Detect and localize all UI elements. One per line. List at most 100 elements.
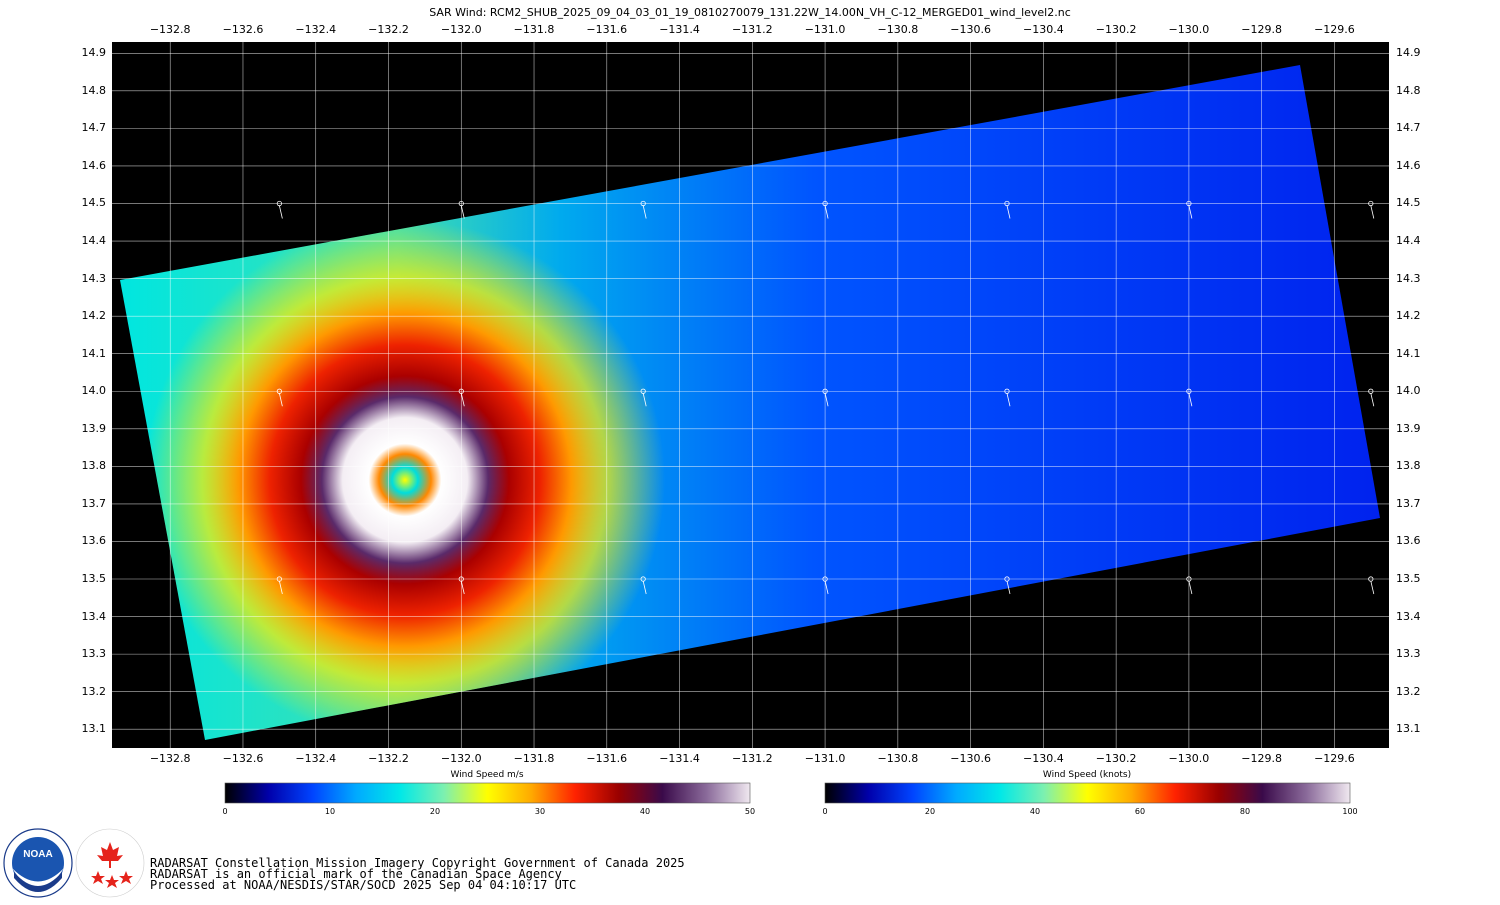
longitude-tick-label: −130.8: [877, 752, 919, 765]
colorbar-ms: [224, 782, 751, 804]
longitude-tick-label: −130.0: [1168, 752, 1210, 765]
wind-barb-shaft: [824, 580, 829, 595]
colorbar-tick-label: 40: [1029, 807, 1041, 816]
lat-lon-grid: [112, 42, 1389, 748]
colorbar-ms-title: Wind Speed m/s: [450, 770, 524, 780]
latitude-tick-label: 14.5: [1396, 196, 1421, 210]
longitude-tick-label: −132.8: [149, 752, 191, 765]
colorbar-tick-label: 60: [1134, 807, 1146, 816]
colorbar-tick-label: 40: [639, 807, 651, 816]
latitude-tick-label: 14.1: [81, 346, 107, 360]
wind-barb-shaft: [642, 393, 647, 407]
longitude-tick-label: −131.0: [804, 23, 846, 36]
longitude-tick-label: −129.6: [1314, 23, 1355, 36]
latitude-tick-label: 14.2: [1396, 309, 1421, 323]
latitude-tick-label: 14.0: [81, 384, 107, 398]
latitude-tick-label: 13.1: [81, 722, 107, 736]
longitude-tick-label: −131.2: [731, 23, 773, 36]
longitude-tick-label: −131.8: [513, 23, 555, 36]
longitude-tick-label: −131.6: [586, 752, 628, 765]
latitude-tick-label: 14.9: [81, 46, 107, 60]
latitude-tick-label: 13.6: [1396, 534, 1421, 548]
colorbar-tick-label: 80: [1239, 807, 1251, 816]
latitude-tick-label: 13.5: [81, 572, 107, 585]
csa-logo: [75, 828, 145, 898]
latitude-tick-label: 14.8: [1396, 83, 1421, 97]
latitude-tick-label: 13.9: [1396, 421, 1421, 435]
longitude-tick-label: −132.6: [222, 23, 264, 36]
wind-barb-shaft: [1370, 205, 1375, 219]
longitude-tick-label: −130.0: [1168, 23, 1210, 36]
colorbar-knots-title: Wind Speed (knots): [1042, 770, 1132, 780]
latitude-tick-label: 14.3: [1396, 271, 1421, 285]
wind-barb-shaft: [1370, 393, 1375, 407]
colorbar-tick-label: 50: [744, 807, 756, 816]
longitude-tick-label: −132.4: [295, 752, 337, 765]
longitude-tick-label: −132.6: [222, 752, 264, 765]
latitude-tick-label: 13.8: [1396, 459, 1421, 473]
footer-line-1: RADARSAT Constellation Mission Imagery C…: [150, 856, 685, 870]
wind-barbs: [276, 200, 1375, 595]
colorbar-tick-label: 10: [324, 807, 336, 816]
wind-barb-shaft: [460, 205, 465, 219]
latitude-tick-label: 13.2: [81, 684, 107, 698]
latitude-tick-label: 13.4: [1396, 609, 1421, 623]
longitude-tick-label: −131.8: [513, 752, 555, 765]
latitude-tick-label: 13.3: [1396, 647, 1421, 661]
wind-barb-shaft: [824, 393, 829, 407]
wind-barb-shaft: [1188, 393, 1193, 407]
latitude-tick-label: 13.5: [1396, 572, 1421, 585]
colorbar-tick-label: 30: [534, 807, 546, 816]
latitude-tick-label: 13.8: [81, 459, 107, 473]
latitude-tick-label: 14.4: [1396, 234, 1421, 248]
noaa-logo-text: NOAA: [23, 849, 52, 860]
wind-barb-shaft: [1006, 205, 1011, 219]
wind-barb-shaft: [1006, 393, 1011, 407]
latitude-tick-label: 14.7: [1396, 121, 1421, 135]
longitude-tick-label: −132.8: [149, 23, 191, 36]
wind-barb-shaft: [824, 205, 829, 219]
footer-line-3: Processed at NOAA/NESDIS/STAR/SOCD 2025 …: [150, 878, 577, 892]
longitude-tick-label: −129.8: [1241, 23, 1283, 36]
latitude-tick-label: 13.4: [81, 609, 107, 623]
longitude-tick-label: −132.4: [295, 23, 337, 36]
longitude-tick-label: −130.2: [1095, 23, 1137, 36]
longitude-tick-label: −132.0: [440, 752, 482, 765]
latitude-tick-label: 13.3: [81, 647, 107, 661]
latitude-tick-label: 13.7: [1396, 496, 1421, 510]
footer-line-2: RADARSAT is an official mark of the Cana…: [150, 867, 562, 881]
latitude-tick-label: 14.1: [1396, 346, 1421, 360]
longitude-tick-label: −129.6: [1314, 752, 1355, 765]
hurricane-wind-field: [145, 220, 665, 740]
noaa-logo: NOAA: [3, 828, 73, 898]
longitude-tick-label: −130.8: [877, 23, 919, 36]
latitude-tick-label: 14.3: [81, 271, 107, 285]
latitude-tick-label: 14.9: [1396, 46, 1421, 60]
wind-barb-shaft: [642, 205, 647, 219]
latitude-tick-label: 13.1: [1396, 722, 1421, 736]
latitude-tick-label: 14.4: [81, 234, 107, 248]
wind-barb-shaft: [278, 580, 283, 595]
colorbar-tick-label: 100: [1342, 807, 1358, 816]
wind-barb-shaft: [460, 393, 465, 407]
wind-barb-shaft: [1188, 580, 1193, 595]
colorbar-tick-label: 20: [429, 807, 441, 816]
latitude-tick-label: 14.5: [81, 196, 107, 210]
latitude-tick-label: 13.9: [81, 421, 107, 435]
longitude-tick-label: −130.2: [1095, 752, 1137, 765]
colorbar-tick-label: 0: [222, 807, 228, 816]
wind-barb-shaft: [642, 580, 647, 595]
longitude-tick-label: −131.4: [659, 23, 700, 36]
image-title: SAR Wind: RCM2_SHUB_2025_09_04_03_01_19_…: [429, 6, 1071, 19]
longitude-tick-label: −132.2: [368, 752, 409, 765]
wind-barb-shaft: [1006, 580, 1011, 595]
longitude-tick-label: −131.4: [659, 752, 700, 765]
longitude-tick-label: −132.0: [440, 23, 482, 36]
latitude-tick-label: 13.2: [1396, 684, 1421, 698]
longitude-tick-label: −130.6: [950, 752, 991, 765]
longitude-tick-label: −132.2: [368, 23, 409, 36]
longitude-tick-label: −129.8: [1241, 752, 1283, 765]
latitude-tick-label: 14.8: [81, 83, 107, 97]
wind-barb-shaft: [278, 393, 283, 407]
